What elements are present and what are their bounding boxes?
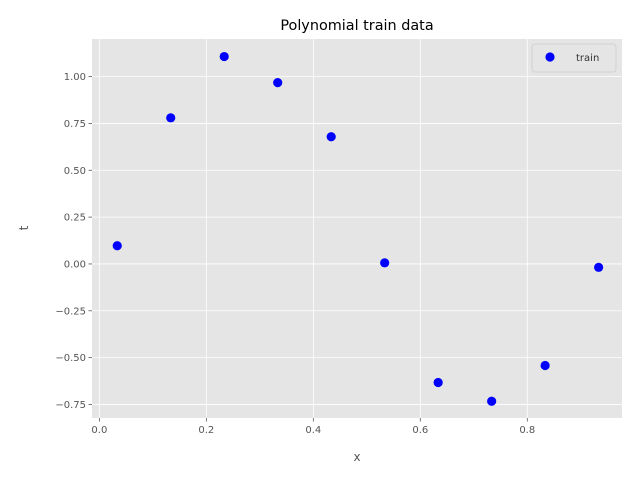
data-point — [433, 377, 443, 388]
legend: train — [531, 43, 617, 73]
x-axis-label: x — [353, 450, 360, 464]
data-point — [380, 258, 390, 268]
data-point — [594, 262, 604, 272]
data-point — [273, 77, 283, 88]
data-point — [219, 51, 229, 62]
grid — [92, 39, 622, 418]
x-tick-label: 0.2 — [198, 425, 214, 436]
y-tick-label: 1.00 — [64, 72, 86, 83]
data-point — [112, 241, 122, 251]
series-train — [112, 51, 604, 406]
data-point — [487, 396, 497, 406]
data-point — [166, 113, 176, 123]
x-tick-label: 0.8 — [519, 425, 535, 436]
data-point — [540, 360, 550, 371]
y-tick-label: −0.50 — [55, 353, 86, 364]
plot-area — [92, 39, 622, 418]
legend-box — [531, 43, 617, 73]
legend-label-train: train — [576, 53, 599, 64]
x-tick-label: 0.6 — [412, 425, 428, 436]
x-axis-ticks: 0.0 0.2 0.4 0.6 0.8 — [91, 418, 535, 436]
y-tick-label: 0.75 — [64, 119, 86, 130]
y-tick-label: 0.00 — [64, 259, 86, 270]
y-tick-label: −0.25 — [55, 306, 86, 317]
chart-title: Polynomial train data — [280, 18, 433, 34]
y-axis-ticks: −0.75 −0.50 −0.25 0.00 0.25 0.50 0.75 1.00 — [55, 72, 92, 411]
legend-marker-train — [545, 52, 555, 62]
y-tick-label: −0.75 — [55, 400, 86, 411]
y-tick-label: 0.25 — [64, 213, 86, 224]
x-tick-label: 0.0 — [91, 425, 107, 436]
data-point — [326, 132, 336, 142]
x-tick-label: 0.4 — [305, 425, 321, 436]
y-axis-label: t — [17, 225, 31, 230]
y-tick-label: 0.50 — [64, 166, 86, 177]
